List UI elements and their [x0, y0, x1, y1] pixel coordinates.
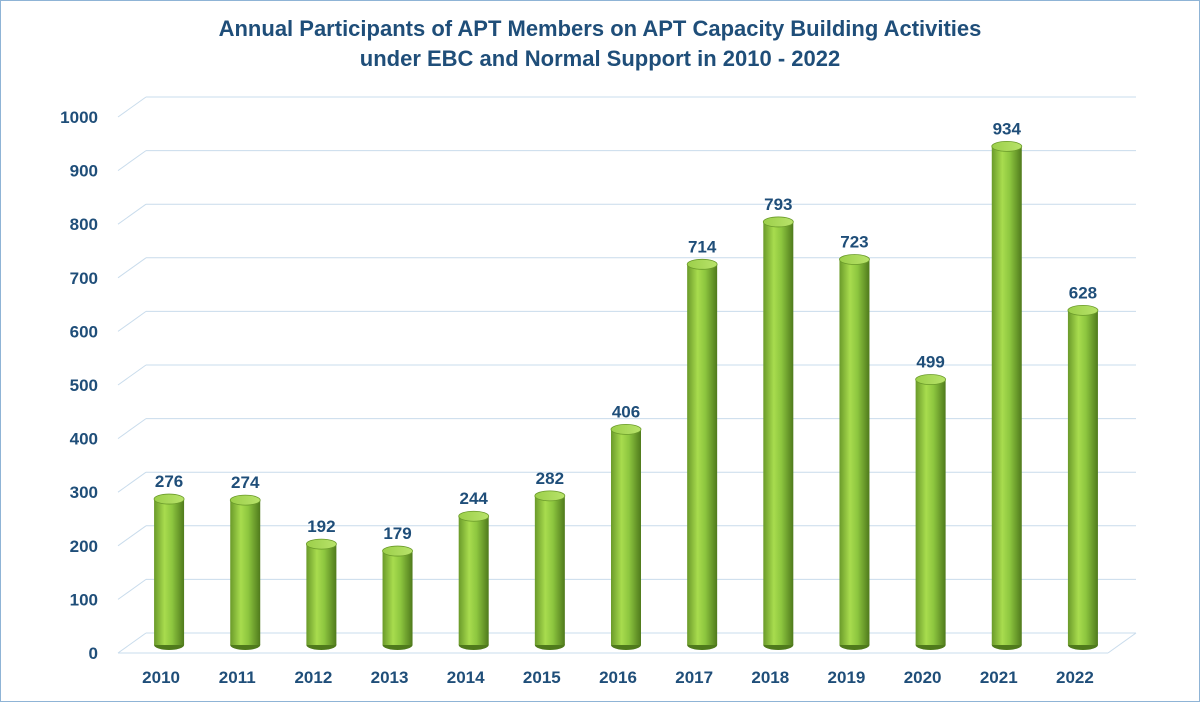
- x-tick-label: 2017: [675, 668, 713, 687]
- bar: [534, 490, 566, 650]
- y-tick-label: 900: [70, 162, 98, 181]
- bar: [915, 374, 947, 650]
- x-tick-label: 2018: [751, 668, 789, 687]
- bar: [153, 493, 185, 650]
- data-label: 244: [460, 489, 489, 508]
- data-label: 282: [536, 469, 564, 488]
- y-axis-ticks: 0 100 200 300 400 500 600 700 800 900 1000: [60, 108, 98, 663]
- gridline: [117, 150, 1136, 172]
- gridline: [117, 310, 1136, 332]
- x-tick-label: 2012: [294, 668, 332, 687]
- bar: [1067, 304, 1099, 650]
- data-label: 934: [993, 119, 1022, 138]
- x-tick-label: 2022: [1056, 668, 1094, 687]
- bar: [610, 423, 642, 650]
- bar: [991, 140, 1023, 650]
- y-tick-label: 100: [70, 590, 98, 609]
- y-tick-label: 1000: [60, 108, 98, 127]
- data-label: 406: [612, 402, 640, 421]
- gridline: [117, 364, 1136, 386]
- y-tick-label: 800: [70, 215, 98, 234]
- x-axis-ticks: 2010 2011 2012 2013 2014 2015 2016 2017 2018 2019…: [142, 668, 1094, 687]
- x-tick-label: 2020: [904, 668, 942, 687]
- bars: [153, 140, 1099, 650]
- x-tick-label: 2015: [523, 668, 561, 687]
- bar: [305, 538, 337, 650]
- bar: [458, 510, 490, 650]
- data-label: 723: [840, 232, 868, 251]
- x-tick-label: 2014: [447, 668, 485, 687]
- y-tick-label: 700: [70, 269, 98, 288]
- x-tick-label: 2021: [980, 668, 1018, 687]
- data-labels: 276 274 192 179 244 282 406 714 793 723 499 934 628: [155, 119, 1097, 543]
- bar: [382, 545, 413, 650]
- data-label: 714: [688, 237, 717, 256]
- y-tick-label: 0: [89, 644, 98, 663]
- x-tick-label: 2010: [142, 668, 180, 687]
- chart-title-line-1: Annual Participants of APT Members on AP…: [218, 16, 982, 41]
- bar: [762, 216, 794, 650]
- x-tick-label: 2016: [599, 668, 637, 687]
- gridline: [117, 418, 1136, 440]
- data-label: 276: [155, 472, 183, 491]
- x-tick-label: 2019: [828, 668, 866, 687]
- x-tick-label: 2013: [371, 668, 409, 687]
- bar: [839, 254, 870, 650]
- gridline: [117, 257, 1136, 279]
- data-label: 274: [231, 473, 260, 492]
- data-label: 628: [1069, 283, 1097, 302]
- bar: [229, 494, 261, 650]
- y-tick-label: 400: [70, 430, 98, 449]
- x-tick-label: 2011: [219, 668, 256, 687]
- data-label: 499: [916, 353, 944, 372]
- gridline: [117, 96, 1136, 118]
- chart-title-line-2: under EBC and Normal Support in 2010 - 2…: [359, 46, 841, 71]
- gridline: [117, 203, 1136, 225]
- y-tick-label: 500: [70, 376, 98, 395]
- y-tick-label: 600: [70, 322, 98, 341]
- gridlines: [117, 96, 1137, 654]
- data-label: 192: [307, 517, 335, 536]
- bar: [686, 258, 718, 650]
- chart-title: Annual Participants of APT Members on AP…: [0, 14, 1200, 74]
- data-label: 179: [383, 524, 411, 543]
- data-label: 793: [764, 195, 792, 214]
- y-tick-label: 300: [70, 483, 98, 502]
- y-tick-label: 200: [70, 537, 98, 556]
